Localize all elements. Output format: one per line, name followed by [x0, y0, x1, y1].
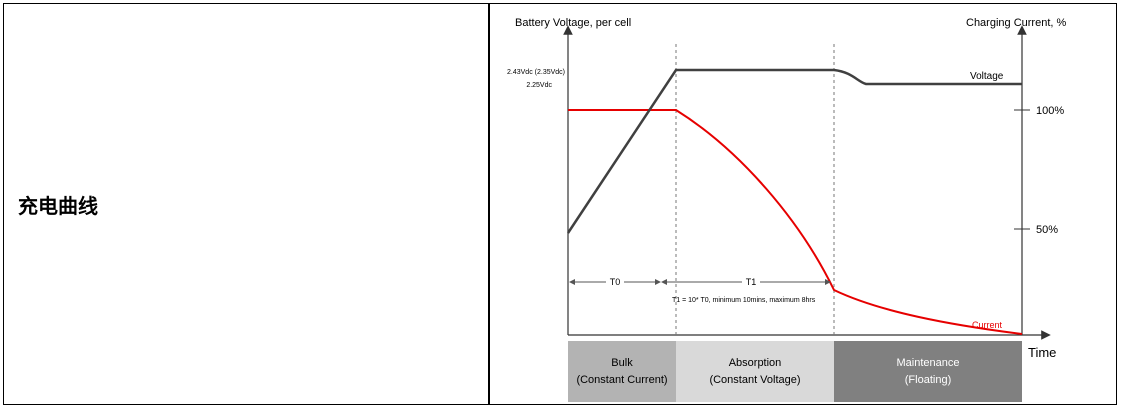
stage-bulk-subtitle: (Constant Current) — [576, 374, 667, 386]
stage-maintenance-subtitle: (Floating) — [905, 374, 951, 386]
right-axis-label: Charging Current, % — [966, 17, 1066, 29]
voltage-level-float: 2.25Vdc — [526, 82, 552, 89]
charging-curve-label: 充电曲线 — [18, 194, 98, 218]
stage-absorption-title: Absorption — [729, 357, 782, 369]
current-level-50: 50% — [1036, 224, 1058, 236]
left-axis-label: Battery Voltage, per cell — [515, 17, 631, 29]
charging-table — [3, 3, 1117, 405]
stage-bulk-title: Bulk — [611, 357, 633, 369]
stage-bulk — [568, 341, 676, 402]
t1-label: T1 — [746, 277, 757, 287]
table-divider — [488, 4, 490, 404]
stage-maintenance-title: Maintenance — [897, 357, 960, 369]
current-legend-label: Current — [972, 320, 1003, 330]
t0-label: T0 — [610, 277, 621, 287]
voltage-curve — [566, 68, 1022, 234]
interval-note: T1 = 10* T0, minimum 10mins, maximum 8hr… — [672, 297, 816, 304]
voltage-legend-label: Voltage — [970, 71, 1004, 82]
current-level-100: 100% — [1036, 105, 1064, 117]
time-axis-label: Time — [1028, 345, 1056, 360]
stage-maintenance — [834, 341, 1022, 402]
voltage-level-high: 2.43Vdc (2.35Vdc) — [507, 69, 565, 76]
stage-absorption — [676, 341, 834, 402]
stage-absorption-subtitle: (Constant Voltage) — [709, 374, 800, 386]
